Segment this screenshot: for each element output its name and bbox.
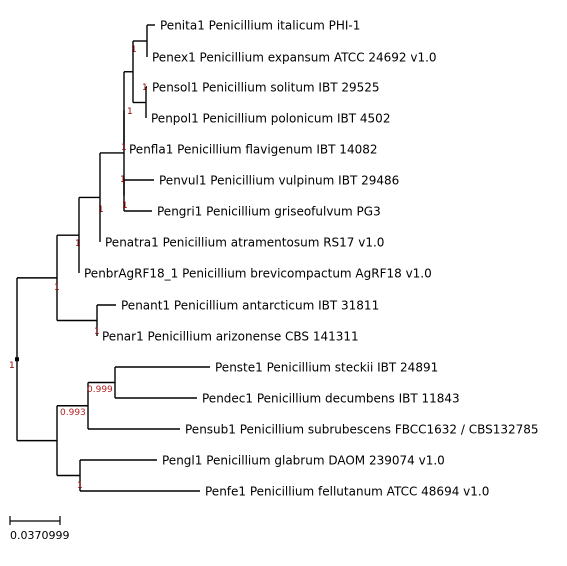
support-value-n_l: 0.999 [87, 385, 113, 395]
taxon-label-t16: Penfe1 Penicillium fellutanum ATCC 48694… [205, 485, 489, 499]
taxon-label-t9: PenbrAgRF18_1 Penicillium brevicompactum… [84, 267, 432, 281]
taxon-label-t5: Penfla1 Penicillium flavigenum IBT 14082 [129, 143, 377, 157]
support-value-n_c: 1 [98, 205, 104, 215]
tree-branches [15, 24, 210, 492]
root-node-marker [15, 357, 19, 362]
taxon-label-t15: Pengl1 Penicillium glabrum DAOM 239074 v… [162, 454, 445, 468]
taxon-label-t7: Pengri1 Penicillium griseofulvum PG3 [157, 205, 381, 219]
taxon-label-t14: Pensub1 Penicillium subrubescens FBCC163… [185, 423, 539, 437]
scale-bar: 0.0370999 [9, 516, 70, 542]
support-value-n_i: 1 [122, 201, 128, 211]
taxon-label-t11: Penar1 Penicillium arizonense CBS 141311 [102, 330, 359, 344]
taxon-label-t13: Pendec1 Penicillium decumbens IBT 11843 [202, 392, 460, 406]
taxon-label-t12: Penste1 Penicillium steckii IBT 24891 [215, 361, 438, 375]
support-values: 1 1 1 1 1 1 1 1 1 1 1 0.993 0.999 1 [9, 45, 148, 491]
support-value-n_e: 1 [121, 143, 127, 153]
taxon-label-t3: Pensol1 Penicillium solitum IBT 29525 [152, 81, 380, 95]
support-value-n_m: 1 [77, 481, 83, 491]
taxon-label-t2: Penex1 Penicillium expansum ATCC 24692 v… [152, 51, 437, 65]
support-value-n_f: 1 [127, 107, 133, 117]
support-value-n_h: 1 [142, 83, 148, 93]
taxon-label-t1: Penita1 Penicillium italicum PHI-1 [160, 19, 360, 33]
taxon-labels: Penita1 Penicillium italicum PHI-1 Penex1… [84, 19, 539, 499]
support-value-n_root: 1 [9, 361, 15, 371]
support-value-n_d: 1 [120, 175, 126, 185]
support-value-n_a: 1 [54, 283, 60, 293]
scale-bar-label: 0.0370999 [10, 529, 70, 542]
support-value-n_k: 0.993 [60, 408, 86, 418]
taxon-label-t4: Penpol1 Penicillium polonicum IBT 4502 [151, 112, 390, 126]
taxon-label-t8: Penatra1 Penicillium atramentosum RS17 v… [105, 236, 384, 250]
support-value-n_g: 1 [131, 45, 137, 55]
taxon-label-t10: Penant1 Penicillium antarcticum IBT 3181… [121, 299, 379, 313]
support-value-n_j: 1 [94, 327, 100, 337]
taxon-label-t6: Penvul1 Penicillium vulpinum IBT 29486 [159, 174, 399, 188]
support-value-n_b: 1 [75, 239, 81, 249]
